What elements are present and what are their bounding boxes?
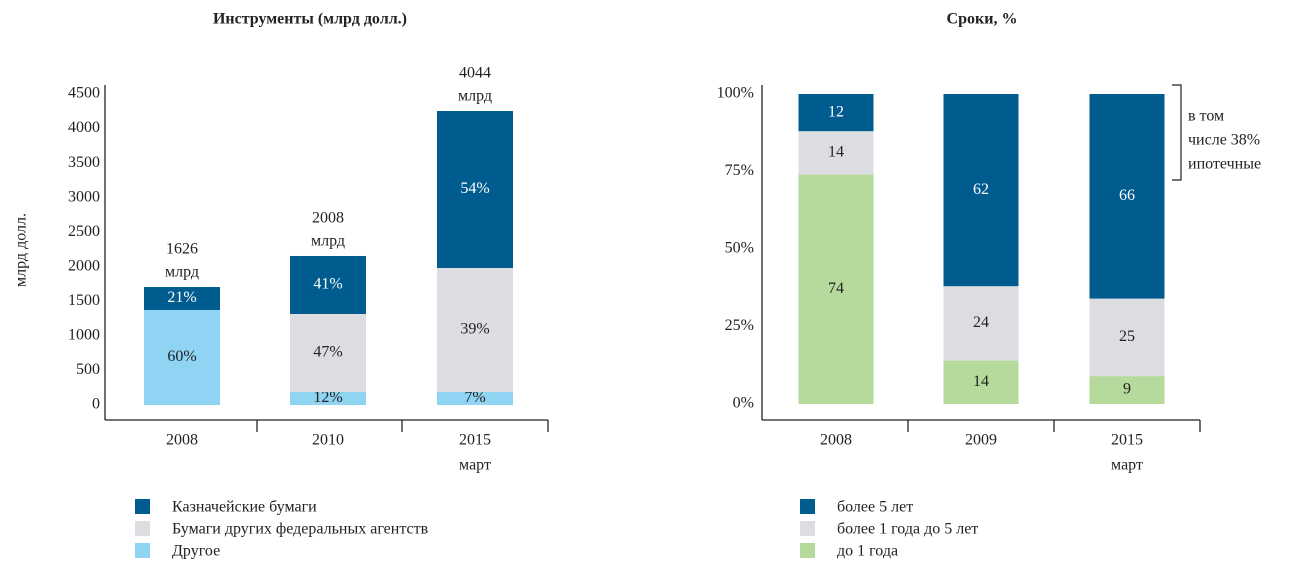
data-label: 14 bbox=[973, 373, 989, 390]
data-label: 21% bbox=[167, 289, 196, 306]
total-label: млрд bbox=[165, 264, 199, 281]
x-tick-label: март bbox=[1111, 457, 1143, 474]
bar-segment bbox=[943, 94, 1019, 287]
y-tick-label: 2500 bbox=[68, 223, 100, 240]
annotation: числе 38% bbox=[1188, 132, 1260, 149]
chart-title: Сроки, % bbox=[947, 11, 1018, 28]
bar-segment bbox=[290, 255, 366, 314]
data-label: 25 bbox=[1119, 328, 1135, 345]
bar-segment bbox=[943, 360, 1019, 404]
x-tick-label: 2015 bbox=[1111, 432, 1143, 449]
legend-label: более 1 года до 5 лет bbox=[837, 521, 978, 538]
bar-segment bbox=[1089, 298, 1165, 377]
x-tick-label: 2009 bbox=[965, 432, 997, 449]
bar-segment bbox=[437, 392, 513, 405]
data-label: 12% bbox=[313, 389, 342, 406]
total-label: млрд bbox=[311, 233, 345, 250]
annotation: ипотечные bbox=[1188, 156, 1261, 173]
y-tick-label: 4000 bbox=[68, 119, 100, 136]
bar-segment bbox=[144, 287, 220, 310]
data-label: 54% bbox=[460, 180, 489, 197]
legend-swatch bbox=[135, 521, 150, 536]
y-tick-label: 500 bbox=[76, 361, 100, 378]
bar-segment bbox=[144, 309, 220, 405]
data-label: 12 bbox=[828, 103, 844, 120]
data-label: 47% bbox=[313, 344, 342, 361]
y-tick-label: 1000 bbox=[68, 327, 100, 344]
legend-swatch bbox=[800, 521, 815, 536]
data-label: 7% bbox=[464, 389, 485, 406]
bar-segment bbox=[798, 174, 874, 404]
x-tick-label: март bbox=[459, 457, 491, 474]
y-axis-label: млрд долл. bbox=[13, 213, 30, 287]
data-label: 24 bbox=[973, 314, 989, 331]
x-tick-label: 2015 bbox=[459, 432, 491, 449]
legend-swatch bbox=[800, 543, 815, 558]
bar-segment bbox=[943, 286, 1019, 361]
chart-title: Инструменты (млрд долл.) bbox=[213, 11, 407, 28]
data-label: 74 bbox=[828, 280, 844, 297]
bar-segment bbox=[290, 392, 366, 405]
legend-label: до 1 года bbox=[837, 543, 898, 560]
data-label: 9 bbox=[1123, 381, 1131, 398]
data-label: 39% bbox=[460, 321, 489, 338]
bar-segment bbox=[798, 94, 874, 132]
bracket bbox=[1172, 84, 1182, 181]
bar-segment bbox=[437, 111, 513, 269]
y-tick-label: 4500 bbox=[68, 85, 100, 102]
total-label: млрд bbox=[458, 88, 492, 105]
y-tick-label: 0% bbox=[733, 395, 754, 412]
data-label: 62 bbox=[973, 181, 989, 198]
x-tick-label: 2008 bbox=[820, 432, 852, 449]
data-label: 14 bbox=[828, 144, 844, 161]
legend-swatch bbox=[800, 499, 815, 514]
legend-swatch bbox=[135, 543, 150, 558]
data-label: 66 bbox=[1119, 187, 1135, 204]
total-label: 1626 bbox=[166, 241, 198, 258]
total-label: 2008 bbox=[312, 210, 344, 227]
legend-label: Казначейские бумаги bbox=[172, 499, 317, 516]
y-tick-label: 3000 bbox=[68, 188, 100, 205]
y-tick-label: 75% bbox=[725, 162, 754, 179]
y-tick-label: 50% bbox=[725, 240, 754, 257]
annotation: в том bbox=[1188, 108, 1224, 125]
legend-label: более 5 лет bbox=[837, 499, 913, 516]
y-tick-label: 25% bbox=[725, 317, 754, 334]
bar-segment bbox=[1089, 94, 1165, 299]
legend-label: Другое bbox=[172, 543, 220, 560]
bar-segment bbox=[1089, 376, 1165, 404]
y-tick-label: 0 bbox=[92, 396, 100, 413]
legend-swatch bbox=[135, 499, 150, 514]
data-label: 41% bbox=[313, 276, 342, 293]
x-tick-label: 2008 bbox=[166, 432, 198, 449]
bar-segment bbox=[290, 313, 366, 393]
bar-segment bbox=[798, 131, 874, 175]
y-tick-label: 1500 bbox=[68, 292, 100, 309]
y-tick-label: 3500 bbox=[68, 154, 100, 171]
total-label: 4044 bbox=[459, 65, 491, 82]
x-tick-label: 2010 bbox=[312, 432, 344, 449]
legend-label: Бумаги других федеральных агентств bbox=[172, 521, 429, 538]
y-tick-label: 2000 bbox=[68, 257, 100, 274]
bar-segment bbox=[437, 268, 513, 393]
y-tick-label: 100% bbox=[717, 85, 754, 102]
data-label: 60% bbox=[167, 348, 196, 365]
